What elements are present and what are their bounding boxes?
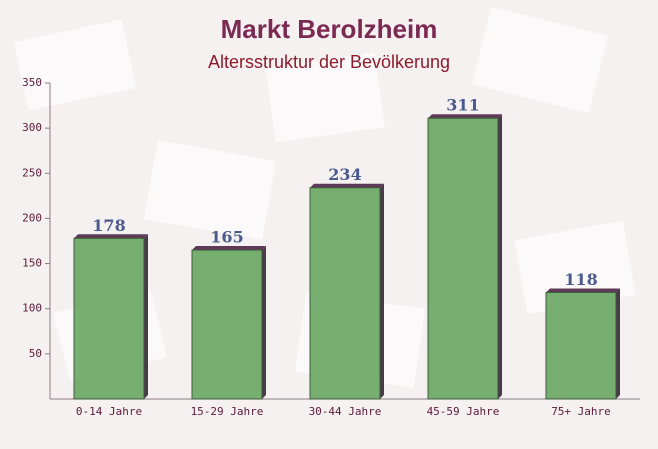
y-tick-label: 350 [22,76,42,89]
chart-subtitle: Altersstruktur der Bevölkerung [208,52,450,72]
value-label: 165 [210,228,243,247]
y-tick-label: 300 [22,121,42,134]
chart-title: Markt Berolzheim [221,14,438,44]
bar-side [144,234,148,399]
y-tick-label: 200 [22,211,42,224]
value-label: 178 [92,216,125,235]
bar-top [74,234,148,239]
value-label: 311 [446,96,479,115]
bar [73,237,145,400]
y-tick-label: 100 [22,302,42,315]
bar-side [498,114,502,399]
x-tick-label: 15-29 Jahre [191,405,264,418]
bar-top [546,288,620,293]
x-tick-label: 75+ Jahre [551,405,611,418]
x-tick-label: 30-44 Jahre [309,405,382,418]
value-label: 234 [328,165,361,184]
y-tick-label: 50 [29,347,42,360]
value-label: 118 [564,270,597,289]
x-tick-label: 0-14 Jahre [76,405,142,418]
bar-side [380,183,384,399]
y-tick-label: 250 [22,166,42,179]
bar [191,249,263,400]
y-tick-label: 150 [22,257,42,270]
bar [427,117,499,400]
bar-top [192,246,266,251]
bar [309,187,381,400]
bar [545,291,617,400]
x-tick-label: 45-59 Jahre [427,405,500,418]
bar-side [262,246,266,399]
bar-top [428,114,502,119]
bar-top [310,183,384,188]
bar-side [616,288,620,399]
